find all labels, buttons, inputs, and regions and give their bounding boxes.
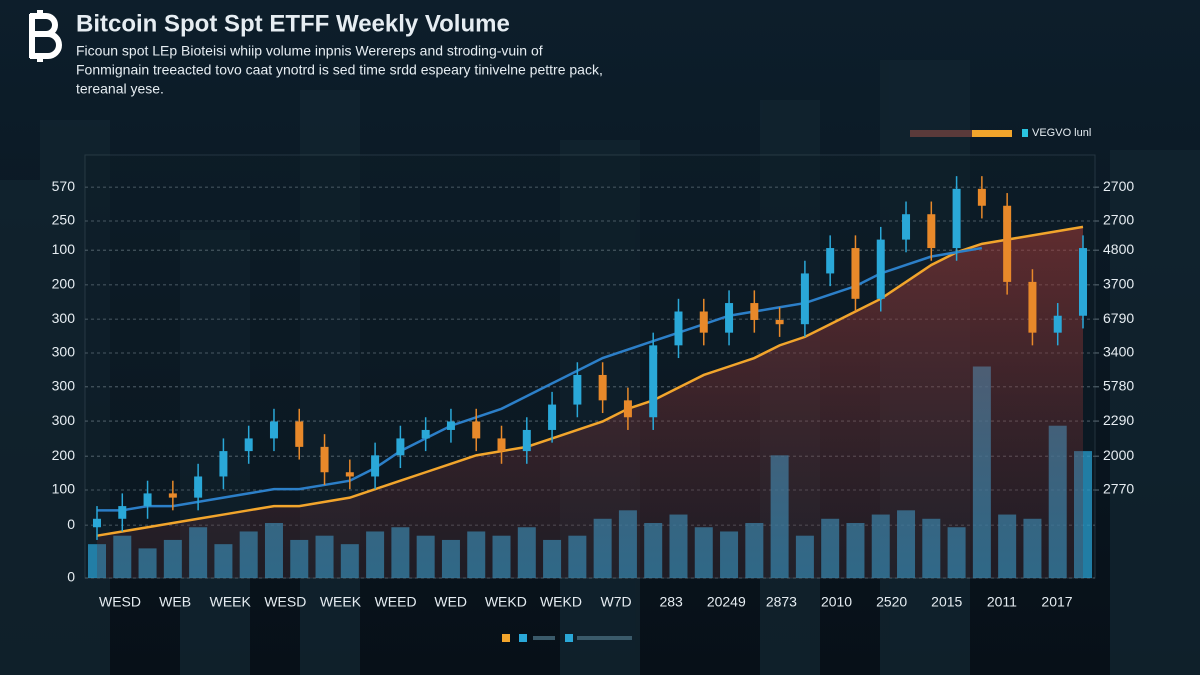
subtitle: Ficoun spot LEp Bioteisi whiip volume in… <box>76 43 543 59</box>
candle-body <box>851 248 860 299</box>
candle-body <box>396 438 405 456</box>
candle-body <box>295 421 304 447</box>
candle-body <box>1028 281 1037 333</box>
candle-body <box>472 421 481 439</box>
y-tick-label: 100 <box>52 241 76 257</box>
subtitle: Fonmignain treeacted tovo caat ynotrd is… <box>76 62 603 78</box>
y2-tick-label: 2290 <box>1103 412 1134 428</box>
candle-body <box>194 476 203 498</box>
candle-body <box>320 446 329 473</box>
x-tick-label: WEED <box>375 594 417 610</box>
area-fill <box>97 226 1083 578</box>
candle-body <box>1053 315 1062 333</box>
candle-body <box>623 400 632 418</box>
line <box>97 246 983 512</box>
y-tick-label: 0 <box>67 569 75 585</box>
bitcoin-logo <box>29 10 62 62</box>
x-tick-label: WED <box>434 594 467 610</box>
candle-body <box>219 451 228 477</box>
x-tick-label: 2873 <box>766 594 797 610</box>
candle-body <box>800 273 809 325</box>
candle-body <box>345 472 354 477</box>
candle-body <box>1003 205 1012 282</box>
legend-swatch <box>1022 129 1028 137</box>
y2-tick-label: 4800 <box>1103 241 1134 257</box>
candle-body <box>649 345 658 418</box>
candle-body <box>548 404 557 430</box>
candle-body <box>269 421 278 439</box>
y-tick-label: 300 <box>52 412 76 428</box>
y2-tick-label: 3400 <box>1103 344 1134 360</box>
candle-body <box>446 421 455 430</box>
legend-label: VEGVO lunl <box>1032 127 1091 139</box>
candle-body <box>93 518 101 528</box>
candle-body <box>927 214 936 249</box>
y-tick-label: 570 <box>52 178 76 194</box>
candle-body <box>902 214 911 240</box>
y-tick-label: 300 <box>52 310 76 326</box>
x-tick-label: 2010 <box>821 594 852 610</box>
x-tick-label: WEB <box>159 594 191 610</box>
candle-body <box>876 239 885 299</box>
candle-body <box>775 319 784 325</box>
candle-body <box>952 188 961 249</box>
x-tick-label: W7D <box>600 594 631 610</box>
bottom-legend <box>502 634 632 642</box>
x-tick-label: WEKD <box>485 594 527 610</box>
y2-tick-label: 5780 <box>1103 378 1134 394</box>
y2-tick-label: 2000 <box>1103 447 1134 463</box>
candle-body <box>699 311 708 333</box>
x-tick-label: 283 <box>659 594 683 610</box>
candle-body <box>1079 248 1087 316</box>
legend-swatch <box>972 130 1012 137</box>
candle-body <box>598 374 607 401</box>
x-tick-label: 2015 <box>931 594 962 610</box>
y-tick-label: 250 <box>52 212 76 228</box>
candle-body <box>826 248 835 274</box>
y-tick-label: 200 <box>52 447 76 463</box>
x-tick-label: WEKD <box>540 594 582 610</box>
x-tick-label: WESD <box>264 594 306 610</box>
x-tick-label: WEEK <box>320 594 362 610</box>
y-tick-label: 300 <box>52 344 76 360</box>
candle-body <box>421 429 430 439</box>
candle-body <box>143 493 152 507</box>
y2-tick-label: 3700 <box>1103 276 1134 292</box>
x-tick-label: WEEK <box>210 594 252 610</box>
chart-title: Bitcoin Spot Spt ETFF Weekly Volume <box>76 10 510 37</box>
x-tick-label: 2017 <box>1041 594 1072 610</box>
candle-body <box>522 429 531 452</box>
candle-body <box>725 303 734 333</box>
y2-tick-label: 6790 <box>1103 310 1134 326</box>
candle-body <box>371 455 380 477</box>
y-tick-label: 200 <box>52 276 76 292</box>
subtitle: tereanal yese. <box>76 81 164 97</box>
line <box>96 225 1084 537</box>
y2-tick-label: 2700 <box>1103 212 1134 228</box>
x-tick-label: 2011 <box>987 594 1017 610</box>
candle-body <box>244 438 253 452</box>
candle-body <box>977 188 986 206</box>
x-tick-label: WESD <box>99 594 141 610</box>
candle-body <box>750 303 759 320</box>
legend-swatch <box>910 130 972 137</box>
y-tick-label: 300 <box>52 378 76 394</box>
candle-body <box>168 493 177 498</box>
candle-body <box>118 506 127 519</box>
y2-tick-label: 2770 <box>1103 481 1134 497</box>
y-tick-label: 100 <box>52 481 76 497</box>
candle-body <box>573 374 582 405</box>
x-tick-label: 2520 <box>876 594 907 610</box>
x-tick-label: 20249 <box>707 594 746 610</box>
candle-body <box>674 311 683 346</box>
y-tick-label: 0 <box>67 516 75 532</box>
y2-tick-label: 2700 <box>1103 178 1134 194</box>
candle-body <box>497 438 506 452</box>
